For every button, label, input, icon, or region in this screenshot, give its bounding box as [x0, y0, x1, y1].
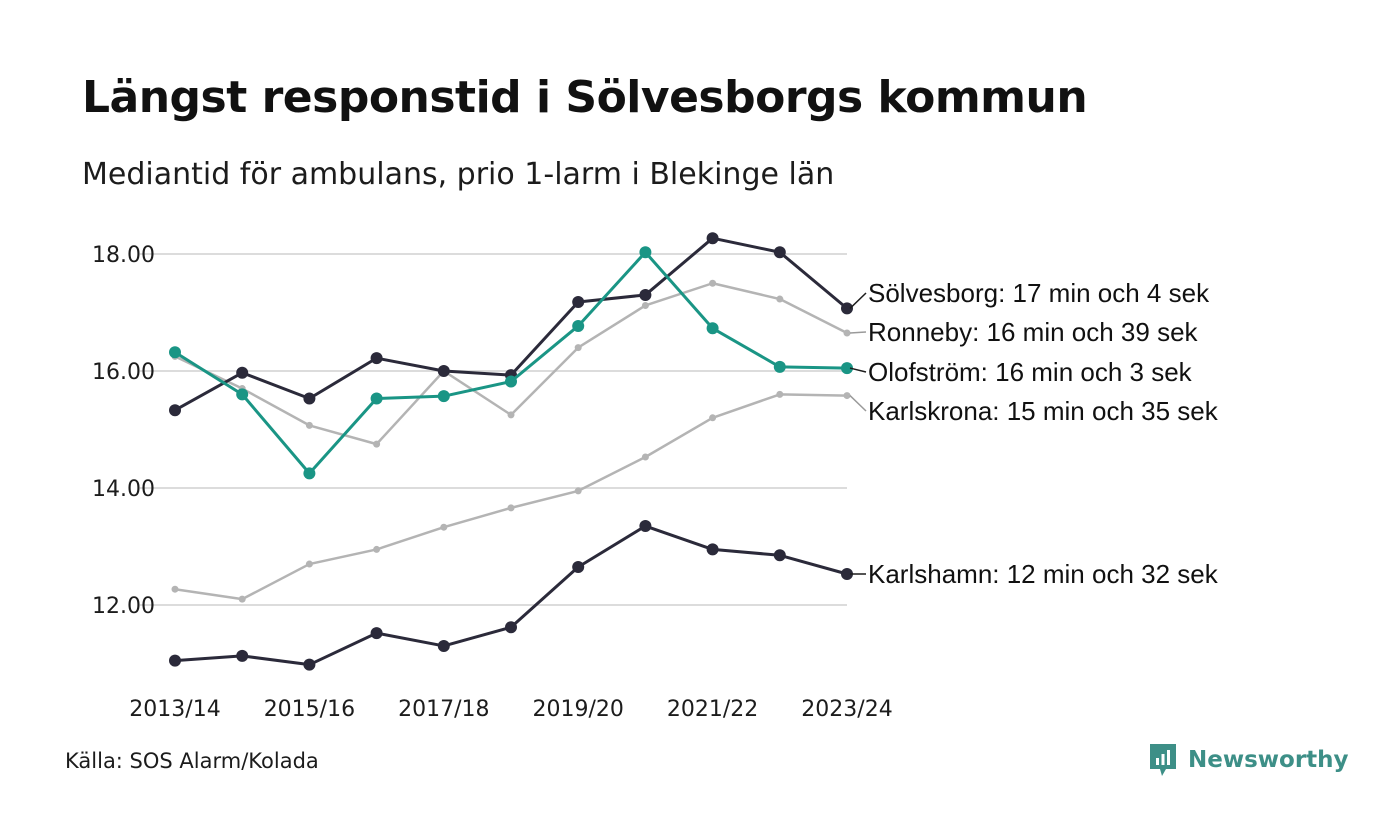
data-point	[437, 639, 450, 652]
series-end-label: Karlshamn: 12 min och 32 sek	[868, 559, 1219, 589]
data-point	[776, 295, 784, 303]
data-point	[706, 543, 719, 556]
brand-name: Newsworthy	[1188, 747, 1349, 773]
data-point	[437, 390, 450, 403]
data-point	[507, 411, 515, 419]
label-leader	[849, 331, 867, 334]
data-point	[238, 595, 246, 603]
data-point	[639, 520, 652, 533]
series-olofstrm: Olofström: 16 min och 3 sek	[169, 246, 1193, 480]
brand-logo: Newsworthy	[1148, 742, 1349, 778]
data-point	[639, 246, 652, 259]
x-tick-label: 2015/16	[264, 697, 355, 722]
series-end-label: Karlskrona: 15 min och 35 sek	[868, 396, 1219, 426]
data-point	[709, 414, 717, 422]
data-point	[303, 467, 316, 480]
data-point	[370, 392, 383, 405]
y-tick-label: 12.00	[92, 594, 155, 619]
data-point	[305, 560, 313, 568]
series-ronneby: Ronneby: 16 min och 39 sek	[171, 279, 1199, 448]
y-tick-label: 18.00	[92, 243, 155, 268]
data-point	[843, 329, 851, 337]
data-point	[303, 392, 316, 405]
data-point	[370, 352, 383, 365]
data-point	[773, 246, 786, 259]
data-point	[303, 658, 316, 671]
x-tick-label: 2021/22	[667, 697, 758, 722]
chart-title: Längst responstid i Sölvesborgs kommun	[82, 72, 1088, 123]
data-point	[574, 487, 582, 495]
data-point	[773, 549, 786, 562]
label-leader	[849, 292, 867, 309]
data-point	[641, 301, 649, 309]
data-point	[841, 302, 853, 315]
series-end-label: Olofström: 16 min och 3 sek	[868, 357, 1193, 387]
data-point	[572, 295, 585, 308]
data-point	[171, 585, 179, 593]
data-point	[706, 232, 719, 245]
label-leader	[849, 395, 867, 412]
y-tick-label: 16.00	[92, 360, 155, 385]
data-point	[305, 421, 313, 429]
data-point	[169, 404, 181, 417]
series-line	[173, 524, 849, 667]
data-point	[773, 360, 786, 373]
data-point	[639, 288, 652, 301]
series-line	[173, 393, 849, 601]
data-point	[507, 504, 515, 512]
series-end-label: Sölvesborg: 17 min och 4 sek	[868, 278, 1210, 308]
data-point	[843, 392, 851, 400]
series-line	[173, 250, 849, 475]
series-line	[173, 282, 849, 446]
x-tick-label: 2017/18	[398, 697, 489, 722]
x-tick-label: 2023/24	[801, 697, 892, 722]
data-point	[236, 366, 249, 379]
data-point	[236, 388, 249, 401]
data-point	[169, 346, 181, 359]
data-point	[641, 453, 649, 461]
data-point	[440, 523, 448, 531]
newsworthy-logo-icon	[1150, 744, 1176, 776]
data-point	[505, 621, 517, 634]
series-karlskrona: Karlskrona: 15 min och 35 sek	[171, 390, 1219, 603]
x-tick-label: 2019/20	[532, 697, 623, 722]
data-point	[709, 279, 717, 287]
data-point	[841, 567, 853, 580]
data-point	[841, 362, 853, 375]
series-slvesborg: Sölvesborg: 17 min och 4 sek	[169, 232, 1210, 417]
data-point	[574, 344, 582, 352]
data-point	[370, 627, 383, 640]
data-point	[437, 365, 450, 377]
source-note: Källa: SOS Alarm/Kolada	[65, 749, 319, 773]
y-tick-label: 14.00	[92, 477, 155, 502]
x-tick-label: 2013/14	[129, 697, 220, 722]
series-karlshamn: Karlshamn: 12 min och 32 sek	[169, 520, 1219, 671]
data-point	[236, 649, 249, 662]
data-point	[373, 440, 381, 448]
data-point	[572, 560, 585, 573]
chart-subtitle: Mediantid för ambulans, prio 1-larm i Bl…	[82, 157, 835, 192]
data-point	[169, 654, 181, 667]
data-point	[505, 375, 517, 388]
label-leader	[849, 367, 867, 373]
series-end-label: Ronneby: 16 min och 39 sek	[868, 317, 1199, 347]
data-point	[706, 322, 719, 335]
data-point	[373, 545, 381, 553]
data-point	[776, 390, 784, 398]
data-point	[572, 319, 585, 332]
